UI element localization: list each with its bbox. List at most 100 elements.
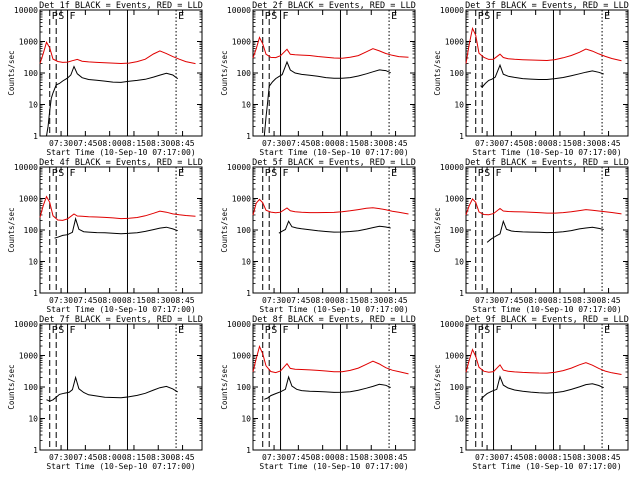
- y-tick-label: 100: [450, 69, 465, 78]
- plot-frame: [252, 323, 416, 451]
- y-tick-label: 1000: [232, 352, 251, 361]
- y-axis-label: Counts/sec: [7, 364, 16, 409]
- series-red-lld: [39, 41, 196, 65]
- marker-label-e: E: [178, 325, 184, 336]
- marker-label-s: S: [271, 325, 277, 336]
- marker-label-e: E: [391, 168, 397, 179]
- x-tick-label: 08:00: [98, 296, 122, 305]
- series-black-events: [46, 65, 179, 137]
- y-tick-label: 1000: [232, 195, 251, 204]
- x-tick-label: 08:45: [384, 453, 408, 462]
- x-tick-label: 08:15: [335, 139, 359, 148]
- y-tick-label: 10: [454, 258, 464, 267]
- y-axis-label: Counts/sec: [220, 364, 229, 409]
- y-tick-label: 100: [450, 383, 465, 392]
- x-tick-label: 07:45: [499, 139, 523, 148]
- marker-label-f: F: [496, 325, 502, 336]
- x-axis-label: Start Time (10-Sep-10 07:17:00): [46, 148, 195, 157]
- y-tick-label: 1: [33, 289, 38, 298]
- marker-label-p: P: [478, 11, 484, 22]
- y-tick-label: 10000: [227, 320, 251, 329]
- x-tick-label: 08:45: [171, 139, 195, 148]
- panel-title: Det 4f BLACK = Events, RED = LLD: [39, 158, 203, 168]
- plot-frame: [39, 166, 203, 294]
- y-tick-label: 1000: [19, 195, 38, 204]
- y-tick-label: 1: [459, 289, 464, 298]
- x-axis-label: Start Time (10-Sep-10 07:17:00): [259, 305, 408, 314]
- marker-label-p: P: [52, 11, 58, 22]
- marker-label-s: S: [271, 168, 277, 179]
- x-axis-label: Start Time (10-Sep-10 07:17:00): [472, 462, 621, 471]
- panel-title: Det 6f BLACK = Events, RED = LLD: [465, 158, 629, 168]
- panel-1: Det 1f BLACK = Events, RED = LLD 1 10 100 10…: [7, 1, 203, 157]
- x-axis-label: Start Time (10-Sep-10 07:17:00): [46, 305, 195, 314]
- marker-label-s: S: [484, 325, 490, 336]
- y-tick-label: 1: [459, 132, 464, 141]
- x-tick-label: 07:30: [475, 453, 499, 462]
- marker-label-s: S: [58, 168, 64, 179]
- x-tick-label: 08:00: [98, 139, 122, 148]
- panel-5: Det 5f BLACK = Events, RED = LLD 1 10 100 10…: [220, 158, 416, 314]
- marker-label-f: F: [283, 325, 289, 336]
- marker-label-p: P: [52, 325, 58, 336]
- x-axis-label: Start Time (10-Sep-10 07:17:00): [472, 148, 621, 157]
- panel-2: Det 2f BLACK = Events, RED = LLD 1 10 100 10…: [220, 1, 416, 157]
- panel-title: Det 5f BLACK = Events, RED = LLD: [252, 158, 416, 168]
- plot-frame: [252, 166, 416, 294]
- x-tick-label: 08:15: [548, 139, 572, 148]
- y-tick-label: 100: [237, 226, 252, 235]
- marker-label-f: F: [496, 168, 502, 179]
- series-red-lld: [252, 36, 409, 59]
- marker-label-s: S: [58, 11, 64, 22]
- x-tick-label: 07:30: [262, 453, 286, 462]
- y-tick-label: 1000: [445, 195, 464, 204]
- panel-6: Det 6f BLACK = Events, RED = LLD 1 10 100 10…: [433, 158, 629, 314]
- y-axis-label: Counts/sec: [220, 50, 229, 95]
- panel-4: Det 4f BLACK = Events, RED = LLD 1 10 100 10…: [7, 158, 203, 314]
- y-tick-label: 10000: [227, 163, 251, 172]
- x-tick-label: 08:15: [122, 296, 146, 305]
- y-tick-label: 10000: [14, 6, 38, 15]
- y-axis-label: Counts/sec: [433, 364, 442, 409]
- y-tick-label: 10: [241, 101, 251, 110]
- x-tick-label: 07:45: [499, 296, 523, 305]
- x-tick-label: 08:15: [335, 296, 359, 305]
- plot-frame: [465, 166, 629, 294]
- y-tick-label: 100: [450, 226, 465, 235]
- y-tick-label: 10: [241, 415, 251, 424]
- marker-label-e: E: [391, 11, 397, 22]
- x-tick-label: 07:45: [73, 139, 97, 148]
- x-tick-label: 07:45: [73, 296, 97, 305]
- x-axis-label: Start Time (10-Sep-10 07:17:00): [46, 462, 195, 471]
- x-tick-label: 08:00: [98, 453, 122, 462]
- y-tick-label: 10000: [440, 6, 464, 15]
- marker-label-e: E: [178, 168, 184, 179]
- panel-title: Det 1f BLACK = Events, RED = LLD: [39, 1, 203, 11]
- marker-label-f: F: [283, 168, 289, 179]
- marker-label-s: S: [271, 11, 277, 22]
- series-red-lld: [465, 26, 622, 64]
- series-red-lld: [252, 345, 409, 375]
- x-tick-label: 08:45: [597, 296, 621, 305]
- panel-title: Det 9f BLACK = Events, RED = LLD: [465, 315, 629, 325]
- series-red-lld: [465, 348, 622, 375]
- x-tick-label: 08:30: [146, 453, 170, 462]
- plot-frame: [465, 9, 629, 137]
- y-tick-label: 10: [28, 258, 38, 267]
- x-tick-label: 08:30: [359, 139, 383, 148]
- x-axis-label: Start Time (10-Sep-10 07:17:00): [472, 305, 621, 314]
- y-tick-label: 100: [24, 226, 39, 235]
- plot-frame: [39, 9, 203, 137]
- x-tick-label: 08:45: [171, 296, 195, 305]
- x-tick-label: 08:15: [548, 296, 572, 305]
- plot-frame: [39, 323, 203, 451]
- x-axis-label: Start Time (10-Sep-10 07:17:00): [259, 462, 408, 471]
- x-tick-label: 07:30: [49, 453, 73, 462]
- y-tick-label: 1000: [232, 38, 251, 47]
- marker-label-e: E: [604, 168, 610, 179]
- y-tick-label: 10: [454, 101, 464, 110]
- y-tick-label: 10: [28, 101, 38, 110]
- x-tick-label: 08:30: [146, 296, 170, 305]
- x-tick-label: 08:45: [384, 139, 408, 148]
- marker-label-p: P: [265, 325, 271, 336]
